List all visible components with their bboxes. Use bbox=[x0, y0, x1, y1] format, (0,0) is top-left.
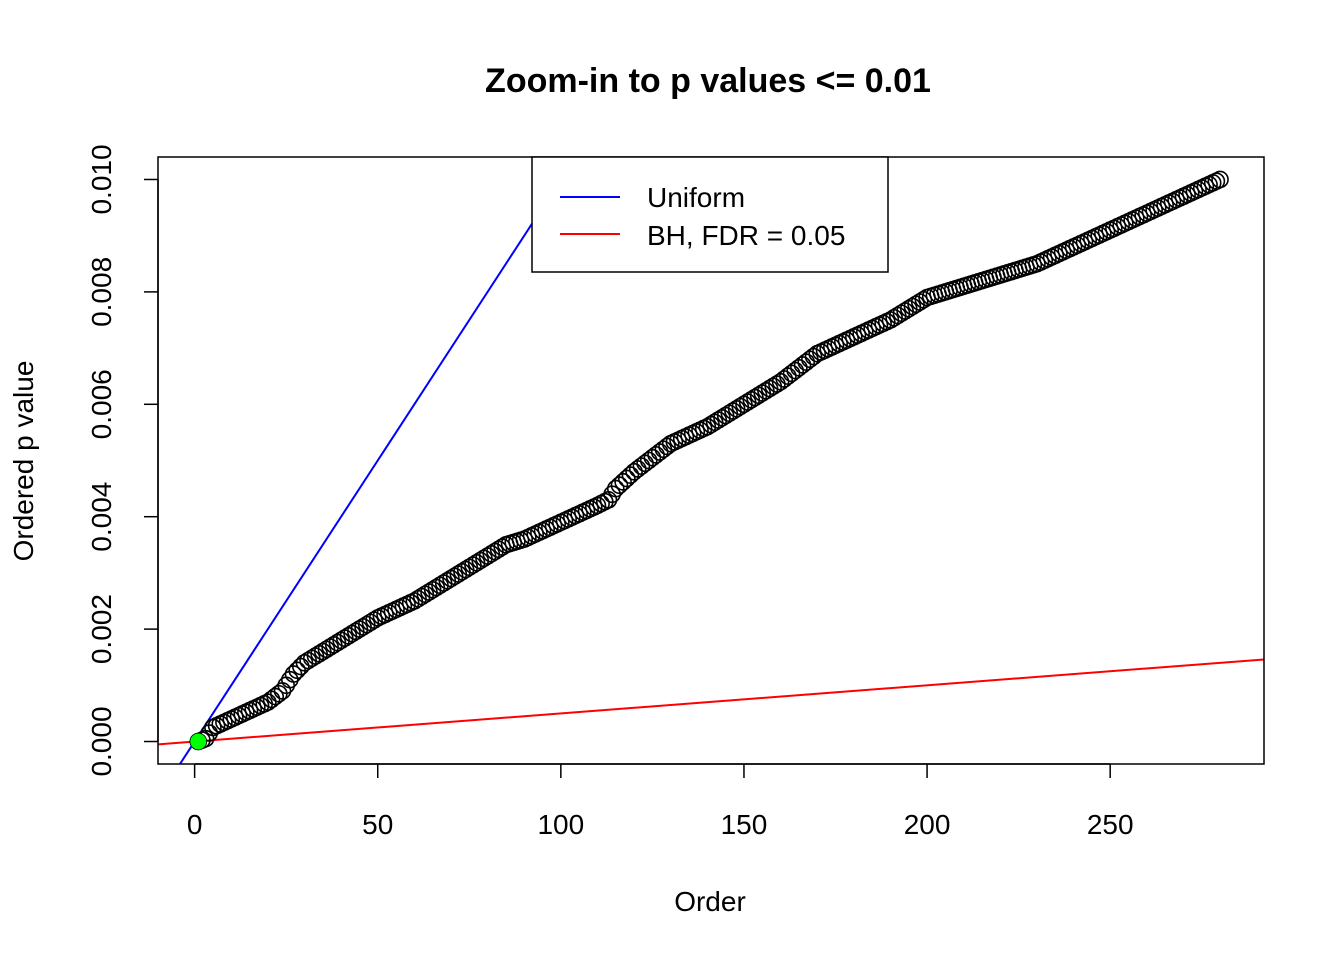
legend-box bbox=[531, 156, 889, 273]
y-axis-label: Ordered p value bbox=[8, 361, 39, 562]
bh-line bbox=[158, 658, 1264, 746]
y-tick-label: 0.006 bbox=[86, 369, 117, 439]
legend-label-uniform: Uniform bbox=[647, 182, 745, 213]
chart-title: Zoom-in to p values <= 0.01 bbox=[485, 62, 931, 100]
y-tick-label: 0.008 bbox=[86, 257, 117, 327]
x-tick-label: 0 bbox=[187, 809, 203, 840]
y-tick-label: 0.004 bbox=[86, 482, 117, 552]
x-tick-label: 200 bbox=[904, 809, 951, 840]
x-axis: 0 50 100 150 200 250 bbox=[187, 763, 1134, 840]
x-tick-label: 100 bbox=[537, 809, 584, 840]
legend-label-bh: BH, FDR = 0.05 bbox=[647, 220, 845, 251]
uniform-line bbox=[178, 157, 577, 764]
highlight-point bbox=[190, 733, 207, 750]
y-axis: 0.000 0.002 0.004 0.006 0.008 0.010 bbox=[86, 144, 159, 777]
y-tick-label: 0.002 bbox=[86, 594, 117, 664]
legend: Uniform BH, FDR = 0.05 bbox=[531, 156, 889, 273]
y-tick-label: 0.010 bbox=[86, 144, 117, 214]
x-tick-label: 250 bbox=[1087, 809, 1134, 840]
x-tick-label: 50 bbox=[362, 809, 393, 840]
x-axis-label: Order bbox=[674, 886, 746, 917]
y-tick-label: 0.000 bbox=[86, 706, 117, 776]
x-tick-label: 150 bbox=[721, 809, 768, 840]
data-point bbox=[1211, 170, 1229, 189]
